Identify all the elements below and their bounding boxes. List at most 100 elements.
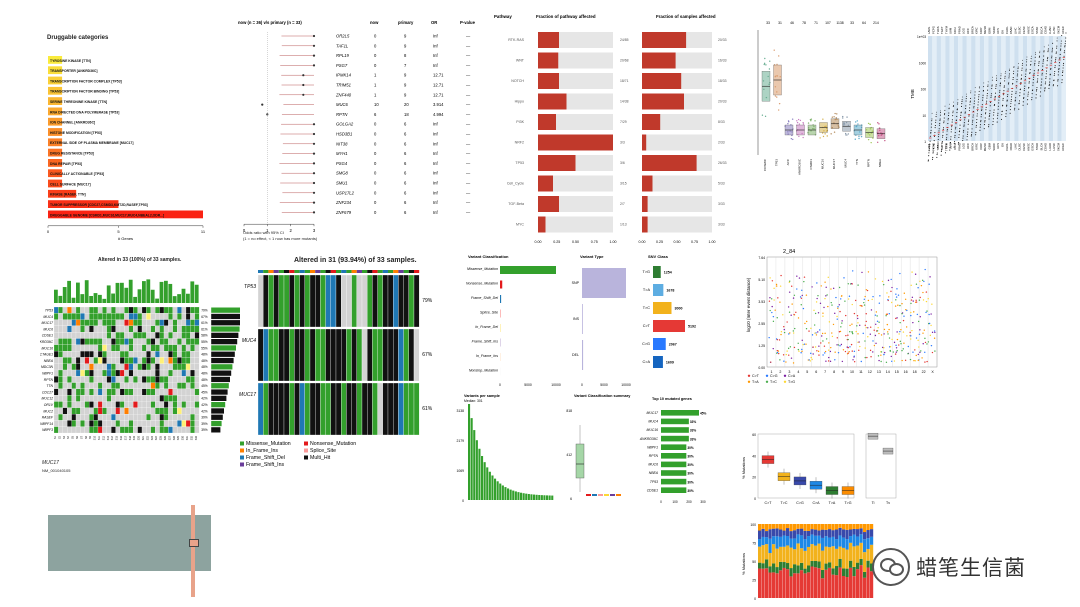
tmb-point xyxy=(977,101,979,103)
oncoplot-cell xyxy=(62,407,68,415)
rain-legend-swatch xyxy=(783,380,787,383)
tmb-point xyxy=(983,86,985,88)
oncoplot-cell xyxy=(137,401,143,408)
oncoplot-large-cell xyxy=(330,382,337,436)
oncoplot-cell xyxy=(141,376,147,383)
oncoplot-cell xyxy=(194,401,200,408)
rain-point xyxy=(799,296,802,298)
druggable-bar xyxy=(48,200,119,208)
titv2-frame xyxy=(865,433,897,499)
rain-point xyxy=(904,359,907,362)
tmb-point xyxy=(994,104,996,106)
oncoplot-top-bar xyxy=(146,279,151,303)
top10-gene: TP53 xyxy=(650,480,658,484)
stack-segment xyxy=(852,546,856,567)
oncoplot-cell xyxy=(168,332,173,339)
tmb-point xyxy=(1009,109,1011,111)
tmb-point xyxy=(987,85,989,87)
oncoplot-cell xyxy=(53,382,59,389)
tmb-point xyxy=(946,129,948,131)
vcs-tick: 412 xyxy=(566,453,572,457)
stack-segment xyxy=(803,550,807,569)
oncoplot-cell xyxy=(53,344,59,352)
oncoplot-cell xyxy=(119,414,125,421)
tmb-point xyxy=(975,124,977,126)
tmb-point xyxy=(971,134,973,136)
stack-segment xyxy=(761,568,765,598)
tmb-point xyxy=(947,119,949,121)
rain-point xyxy=(834,351,836,353)
forest-p: — xyxy=(466,200,471,205)
tmb-point xyxy=(989,110,991,112)
oncoplot-cell xyxy=(62,306,68,314)
tmb-point xyxy=(1033,76,1035,78)
oncoplot-gene: MDC3N xyxy=(41,365,54,369)
tmb-bottom-label: UCEC xyxy=(1061,143,1065,151)
tmb-point xyxy=(1007,83,1010,85)
oncoplot-cell xyxy=(111,332,116,339)
tmb-point xyxy=(1031,99,1033,101)
rain-chrom-label: 14 xyxy=(886,370,890,374)
forest-primary: 6 xyxy=(404,171,407,176)
stack-segment xyxy=(810,544,814,561)
oncoplot-top-bar xyxy=(76,282,80,303)
cohort-point xyxy=(833,131,836,133)
top10-bar xyxy=(661,435,689,442)
stack-segment xyxy=(870,544,874,564)
titv-label: T>C xyxy=(781,501,788,505)
rain-point xyxy=(788,311,791,313)
oncoplot-cell xyxy=(97,363,103,371)
stack-segment xyxy=(807,565,811,573)
pathway-tick-a: 1.00 xyxy=(610,240,617,244)
rain-point xyxy=(912,300,914,302)
druggable-bar xyxy=(48,159,63,167)
cohort-point xyxy=(846,134,848,136)
stack-segment xyxy=(852,528,856,535)
oncoplot-cell xyxy=(119,420,125,427)
oncoplot-cell xyxy=(111,313,116,320)
tmb-bottom-label: BLCA xyxy=(1039,143,1043,150)
oncoplot-cell xyxy=(155,420,160,427)
stack-segment xyxy=(810,534,814,545)
vps-bar xyxy=(483,462,486,500)
tmb-point xyxy=(941,142,943,144)
oncoplot-cell xyxy=(137,388,143,396)
oncoplot-cell xyxy=(194,420,200,427)
rain-point xyxy=(810,352,812,355)
rain-point xyxy=(892,351,895,353)
oncoplot-cell xyxy=(155,382,160,389)
tmb-point xyxy=(1039,55,1041,57)
tmb-point xyxy=(1037,74,1039,76)
tmb-point xyxy=(978,96,980,98)
rain-point xyxy=(787,347,790,350)
oncoplot-cell xyxy=(141,369,147,377)
druggable-label: CLINICALLY ACTIONABLE [TP53] xyxy=(50,172,104,176)
rain-point xyxy=(853,312,856,315)
oncoplot-cell xyxy=(190,401,195,408)
tmb-point xyxy=(978,94,980,96)
rain-point xyxy=(847,352,850,354)
oncoplot-cell xyxy=(150,306,156,314)
stack-segment xyxy=(768,572,772,598)
forest-p: — xyxy=(466,112,471,117)
tmb-point xyxy=(963,129,965,132)
tmb-point xyxy=(939,114,941,116)
oncoplot-cell xyxy=(115,313,121,320)
cohort-label: COSMIC xyxy=(763,158,767,171)
cohort-point xyxy=(798,135,800,138)
cohort-count: 31 xyxy=(778,21,782,25)
oncoplot-cell xyxy=(71,401,77,408)
rain-point xyxy=(865,289,868,291)
cohort-point xyxy=(791,118,794,120)
oncoplot-legend-label: Missense_Mutation xyxy=(246,441,291,447)
oncoplot-cell xyxy=(80,350,85,358)
rain-point xyxy=(902,331,905,333)
rain-point xyxy=(875,342,877,345)
rain-chrom-label: 2 xyxy=(779,370,781,374)
stack-segment xyxy=(796,528,800,535)
tmb-point xyxy=(999,91,1001,93)
stack-segment xyxy=(810,560,814,567)
tmb-bottom-label: COAD xyxy=(1044,143,1048,151)
oncoplot-legend-swatch xyxy=(304,441,308,446)
tmb-point xyxy=(929,140,931,142)
